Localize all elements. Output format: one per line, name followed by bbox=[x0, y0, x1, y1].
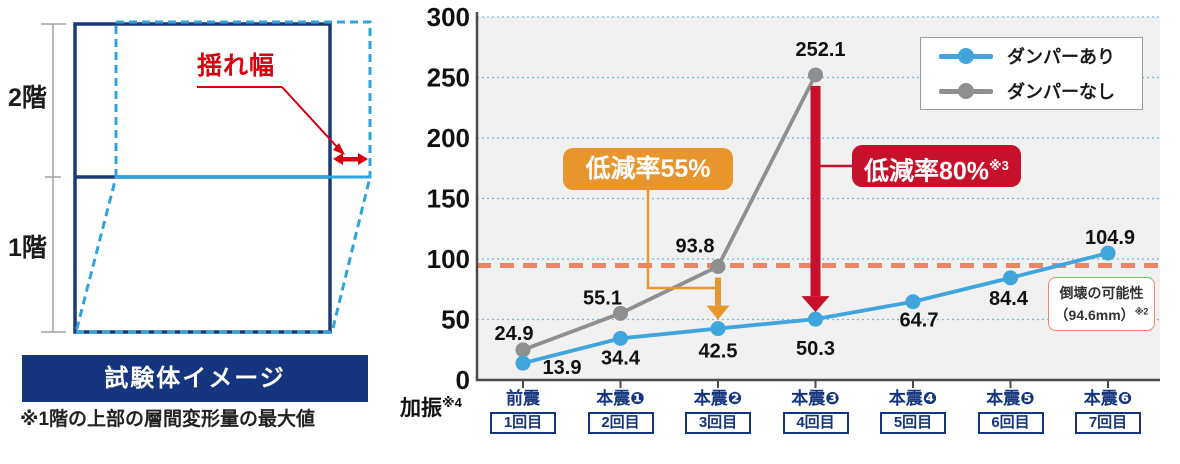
orange-connector bbox=[646, 190, 715, 290]
x-category-run-badge: 3回目 bbox=[685, 411, 751, 434]
value-label: 84.4 bbox=[989, 288, 1029, 310]
x-category-run-badge: 6回目 bbox=[977, 411, 1044, 434]
specimen-diagram bbox=[41, 20, 372, 334]
value-label: 24.9 bbox=[495, 323, 534, 345]
y-tick-label: 150 bbox=[427, 184, 470, 214]
sway-width-label: 揺れ幅 bbox=[197, 52, 276, 80]
shake-sup: ※4 bbox=[442, 395, 462, 410]
x-category-label: 本震❺ 6回目 bbox=[963, 389, 1059, 434]
collapse-sup: ※2 bbox=[1134, 306, 1149, 317]
y-tick-label: 50 bbox=[441, 305, 470, 335]
reduction-55-text: 低減率55% bbox=[585, 155, 711, 183]
x-category-main: 本震❶ bbox=[596, 389, 645, 408]
x-category-main: 本震❷ bbox=[693, 389, 743, 408]
with-damper-line-icon bbox=[939, 53, 993, 59]
x-category-label: 本震❹ 5回目 bbox=[865, 389, 961, 434]
orange-arrow-head bbox=[706, 305, 730, 320]
legend-label-with-damper: ダンパーあり bbox=[1007, 47, 1115, 67]
legend: ダンパーあり ダンパーなし bbox=[920, 37, 1143, 110]
measure-bracket bbox=[41, 23, 66, 333]
value-label: 93.8 bbox=[676, 236, 715, 258]
shake-text: 加振 bbox=[400, 397, 442, 420]
data-point bbox=[710, 321, 726, 337]
y-tick-label: 0 bbox=[456, 365, 470, 395]
x-category-label: 前震 1回目 bbox=[475, 389, 571, 434]
collapse-line1: 倒壊の可能性 bbox=[1059, 285, 1144, 301]
series-line bbox=[522, 74, 818, 352]
value-label: 50.3 bbox=[796, 338, 835, 360]
y-tick-label: 100 bbox=[427, 244, 470, 274]
data-point bbox=[808, 311, 823, 327]
x-category-label: 本震❻ 7回目 bbox=[1060, 389, 1156, 434]
legend-item-with-damper: ダンパーあり bbox=[939, 43, 1124, 69]
x-category-main: 本震❻ bbox=[1083, 389, 1133, 408]
y-tick-label: 300 bbox=[427, 2, 470, 32]
footnote-1: ※1階の上部の層間変形量の最大値 bbox=[20, 409, 316, 430]
x-category-main: 本震❺ bbox=[986, 389, 1035, 408]
collapse-line2: （94.6mm）※2 bbox=[1049, 305, 1154, 327]
x-axis-title: 加振※4 bbox=[400, 392, 462, 422]
reduction-55-badge: 低減率55% bbox=[563, 148, 733, 190]
data-point bbox=[808, 67, 823, 83]
value-label: 64.7 bbox=[900, 310, 939, 332]
data-point bbox=[613, 305, 628, 321]
data-point bbox=[1100, 245, 1116, 261]
x-category-run-badge: 2回目 bbox=[587, 411, 654, 434]
floor1-label: 1階 bbox=[8, 234, 47, 262]
chart-panel: 13.9 34.4 42.5 50.3 64.7 84.4 104.9 24.9 55.1 93.… bbox=[400, 0, 1180, 464]
collapse-threshold-box: 倒壊の可能性 （94.6mm）※2 bbox=[1048, 277, 1155, 332]
floor2-label: 2階 bbox=[8, 84, 47, 112]
collapse-value: （94.6mm） bbox=[1054, 306, 1135, 323]
data-point bbox=[905, 294, 921, 310]
data-point bbox=[515, 342, 531, 358]
x-category-label: 本震❸ 4回目 bbox=[768, 389, 864, 434]
axes bbox=[475, 12, 1160, 382]
data-point bbox=[1003, 270, 1018, 286]
value-label: 55.1 bbox=[583, 287, 622, 309]
sway-arrow bbox=[333, 153, 368, 165]
value-label: 104.9 bbox=[1085, 227, 1135, 249]
reduction-80-sup: ※3 bbox=[989, 158, 1009, 173]
value-label: 42.5 bbox=[699, 341, 738, 363]
reduction-80-text: 低減率80% bbox=[864, 157, 990, 186]
data-point bbox=[515, 355, 531, 371]
without-damper-line-icon bbox=[939, 88, 993, 94]
specimen-banner: 試験体イメージ bbox=[22, 355, 368, 402]
x-category-label: 本震❶ 2回目 bbox=[573, 389, 669, 434]
x-category-run-badge: 4回目 bbox=[782, 411, 849, 434]
x-category-main: 前震 bbox=[506, 389, 540, 408]
red-arrow-shaft bbox=[810, 85, 821, 297]
value-label: 13.9 bbox=[543, 357, 582, 379]
data-point bbox=[613, 330, 628, 346]
orange-arrow-shaft bbox=[715, 277, 721, 306]
red-arrow-head bbox=[801, 296, 830, 313]
x-category-label: 本震❷ 3回目 bbox=[670, 389, 766, 434]
value-label: 252.1 bbox=[795, 39, 845, 61]
x-category-main: 本震❹ bbox=[888, 389, 938, 408]
y-tick-label: 250 bbox=[427, 63, 470, 93]
sway-callout-line bbox=[197, 86, 345, 155]
x-category-main: 本震❸ bbox=[791, 389, 840, 408]
x-category-run-badge: 1回目 bbox=[490, 411, 556, 434]
data-point bbox=[710, 259, 726, 275]
x-category-run-badge: 5回目 bbox=[880, 411, 946, 434]
value-label: 34.4 bbox=[601, 347, 641, 369]
x-category-run-badge: 7回目 bbox=[1075, 411, 1141, 434]
reduction-80-badge: 低減率80%※3 bbox=[852, 145, 1021, 187]
legend-item-without-damper: ダンパーなし bbox=[939, 78, 1124, 104]
y-tick-label: 200 bbox=[427, 123, 470, 153]
legend-label-without-damper: ダンパーなし bbox=[1007, 82, 1115, 102]
deformed-frame bbox=[74, 20, 372, 334]
